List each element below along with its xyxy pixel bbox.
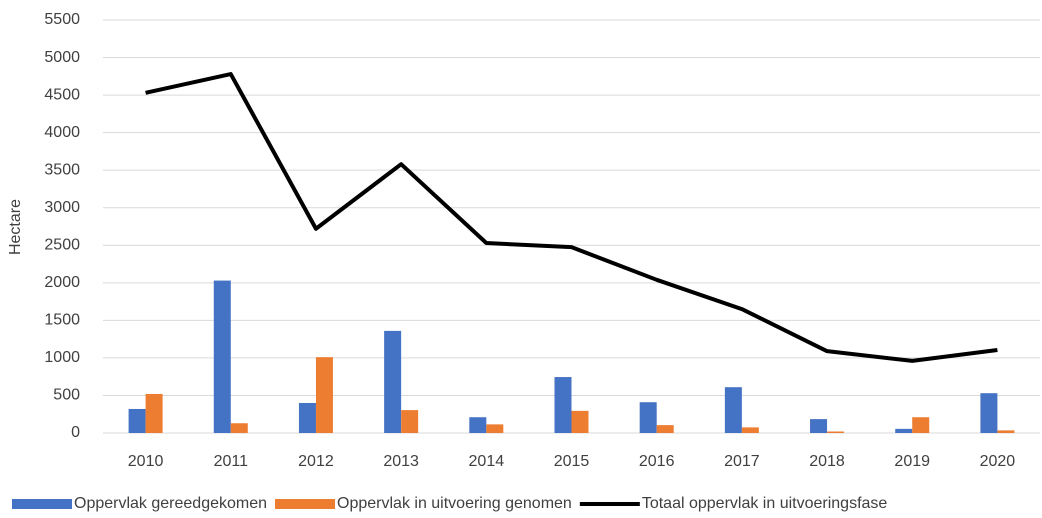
bar: [554, 377, 572, 433]
bar: [401, 410, 419, 433]
y-tick-label: 3500: [44, 161, 80, 178]
y-tick-label: 3000: [44, 199, 80, 216]
x-tick-label: 2018: [809, 453, 845, 470]
y-tick-label: 1500: [44, 312, 80, 329]
bar: [895, 428, 913, 433]
x-tick-label: 2012: [298, 453, 334, 470]
bar: [571, 410, 589, 433]
bar: [315, 357, 333, 433]
legend-swatch: [12, 499, 72, 509]
x-tick-label: 2015: [554, 453, 590, 470]
bar: [384, 330, 402, 433]
legend-label: Oppervlak in uitvoering genomen: [337, 495, 572, 512]
x-tick-label: 2013: [383, 453, 419, 470]
bar: [639, 402, 657, 433]
y-tick-label: 500: [53, 387, 80, 404]
line: [145, 72, 998, 363]
bar: [724, 387, 742, 433]
bar: [486, 424, 504, 433]
bar: [741, 427, 759, 433]
x-tick-label: 2014: [469, 453, 505, 470]
legend-label: Totaal oppervlak in uitvoeringsfase: [642, 495, 888, 512]
bar: [827, 431, 845, 433]
x-tick-label: 2010: [128, 453, 164, 470]
bar: [128, 408, 146, 433]
y-axis-label: Hectare: [7, 199, 24, 255]
bar: [298, 402, 316, 433]
y-tick-label: 5500: [44, 11, 80, 28]
y-tick-label: 2000: [44, 274, 80, 291]
y-tick-label: 4500: [44, 86, 80, 103]
x-tick-label: 2016: [639, 453, 675, 470]
y-tick-label: 0: [71, 424, 80, 441]
bar: [145, 393, 163, 433]
bar: [810, 419, 828, 433]
legend-label: Oppervlak gereedgekomen: [74, 495, 267, 512]
y-tick-label: 2500: [44, 236, 80, 253]
bar: [656, 425, 674, 433]
x-tick-label: 2019: [894, 453, 930, 470]
legend-swatch: [275, 499, 336, 509]
y-tick-label: 1000: [44, 349, 80, 366]
bar: [912, 417, 930, 433]
x-tick-label: 2011: [214, 453, 249, 470]
x-tick-label: 2017: [724, 453, 760, 470]
bar: [230, 423, 248, 433]
x-tick-label: 2020: [980, 453, 1016, 470]
y-tick-label: 4000: [44, 124, 80, 141]
y-tick-label: 5000: [44, 49, 80, 66]
bar: [980, 393, 998, 433]
bar: [213, 280, 231, 433]
bar: [997, 430, 1015, 433]
bar: [469, 417, 487, 433]
